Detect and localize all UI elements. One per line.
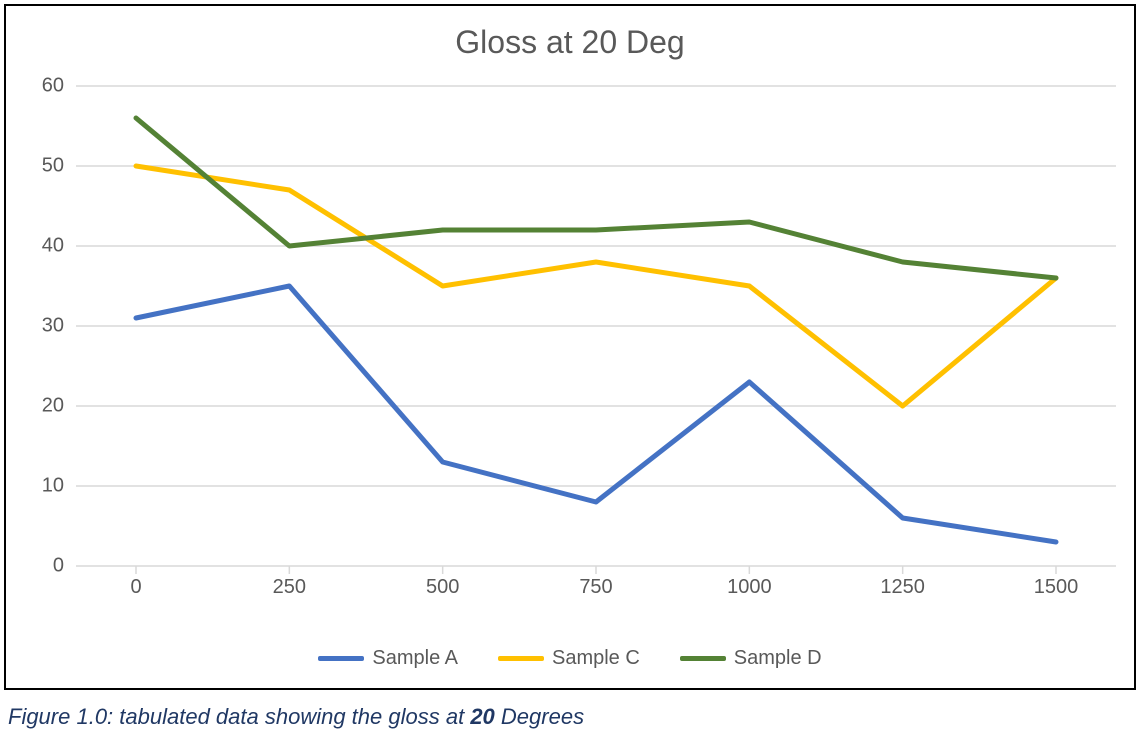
caption-bold: 20 xyxy=(470,704,494,729)
y-tick-label: 10 xyxy=(42,475,64,498)
x-tick-label: 0 xyxy=(130,576,141,599)
x-tick-label: 500 xyxy=(426,576,459,599)
legend-item: Sample D xyxy=(680,647,822,670)
caption-prefix: Figure 1.0: tabulated data showing the g… xyxy=(8,704,470,729)
y-tick-label: 50 xyxy=(42,155,64,178)
figure-caption: Figure 1.0: tabulated data showing the g… xyxy=(8,704,1138,730)
chart-container: Gloss at 20 Deg 010203040506002505007501… xyxy=(4,4,1136,690)
y-tick-label: 20 xyxy=(42,395,64,418)
x-tick-label: 750 xyxy=(579,576,612,599)
series-line xyxy=(136,118,1056,278)
x-tick-label: 250 xyxy=(273,576,306,599)
y-tick-label: 0 xyxy=(53,555,64,578)
legend-item: Sample C xyxy=(498,647,640,670)
legend-label: Sample C xyxy=(552,647,640,670)
legend-label: Sample D xyxy=(734,647,822,670)
y-tick-label: 60 xyxy=(42,75,64,98)
chart-svg xyxy=(76,86,1116,566)
series-line xyxy=(136,166,1056,406)
y-tick-label: 40 xyxy=(42,235,64,258)
legend-swatch xyxy=(680,656,726,661)
x-tick-label: 1000 xyxy=(727,576,772,599)
legend: Sample A Sample C Sample D xyxy=(6,647,1134,670)
chart-title: Gloss at 20 Deg xyxy=(6,24,1134,61)
legend-item: Sample A xyxy=(318,647,458,670)
series-line xyxy=(136,286,1056,542)
legend-swatch xyxy=(498,656,544,661)
legend-label: Sample A xyxy=(372,647,458,670)
x-tick-label: 1500 xyxy=(1034,576,1079,599)
legend-swatch xyxy=(318,656,364,661)
plot-area: 01020304050600250500750100012501500 xyxy=(76,86,1116,566)
x-tick-label: 1250 xyxy=(880,576,925,599)
y-tick-label: 30 xyxy=(42,315,64,338)
caption-suffix: Degrees xyxy=(495,704,584,729)
